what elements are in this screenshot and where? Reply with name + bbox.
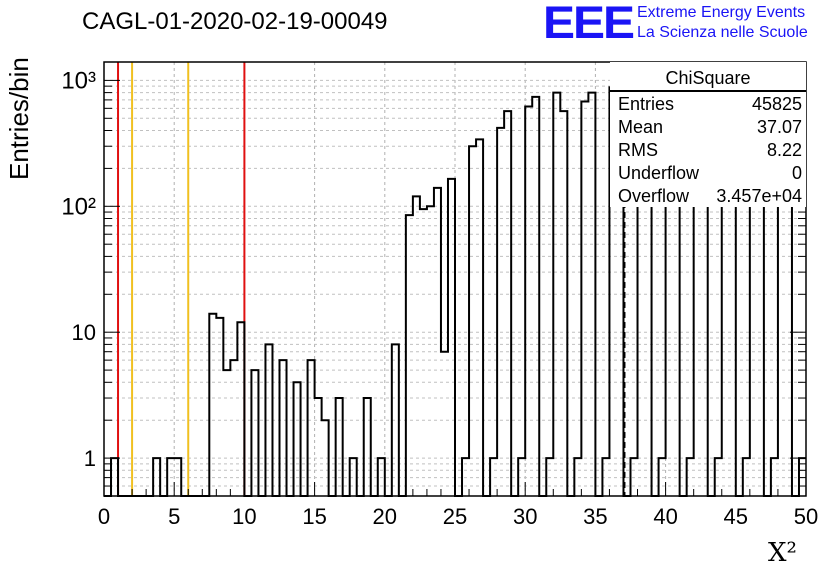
histogram-bin xyxy=(406,215,413,496)
x-tick-label: 10 xyxy=(232,504,256,529)
histogram-bin xyxy=(209,314,216,496)
logo-line-1: Extreme Energy Events xyxy=(637,4,806,21)
histogram-bin xyxy=(420,209,427,496)
x-tick-label: 50 xyxy=(794,504,818,529)
histogram-bin xyxy=(230,360,237,496)
stat-value: 3.457e+04 xyxy=(716,186,802,206)
x-tick-label: 0 xyxy=(98,504,110,529)
logo-line-2: La Scienza nelle Scuole xyxy=(637,24,808,41)
stats-separator xyxy=(610,90,806,92)
x-tick-label: 25 xyxy=(443,504,467,529)
histogram-bin xyxy=(308,360,315,496)
stat-label: Mean xyxy=(618,117,664,137)
histogram-bin xyxy=(441,352,448,496)
stat-value: 8.22 xyxy=(766,140,802,160)
y-tick-label: 1 xyxy=(84,446,96,471)
x-tick-label: 40 xyxy=(653,504,677,529)
reference-lines xyxy=(117,62,246,496)
y-tick-label: 10³ xyxy=(61,67,96,94)
histogram-bin xyxy=(525,107,532,496)
histogram-bin xyxy=(364,398,371,496)
stat-label: Overflow xyxy=(618,186,690,206)
stats-box: ChiSquare Entries 45825 Mean 37.07 RMS 8… xyxy=(610,62,806,207)
stats-title: ChiSquare xyxy=(665,68,751,88)
histogram-bin xyxy=(427,206,434,496)
histogram-bin xyxy=(581,101,588,496)
histogram-bin xyxy=(413,196,420,496)
histogram-bin xyxy=(532,97,539,496)
stat-value: 37.07 xyxy=(756,117,802,137)
x-tick-label: 30 xyxy=(513,504,537,529)
histogram-bin xyxy=(469,146,476,496)
stat-value: 0 xyxy=(791,163,802,183)
histogram-bin xyxy=(497,128,504,496)
x-tick-label: 35 xyxy=(583,504,607,529)
histogram-bin xyxy=(336,398,343,496)
histogram-bins xyxy=(104,69,806,497)
x-tick-label: 20 xyxy=(373,504,397,529)
x-tick-label: 45 xyxy=(724,504,748,529)
stat-label: Entries xyxy=(618,94,675,114)
x-tick-label: 15 xyxy=(302,504,326,529)
stat-label: RMS xyxy=(618,140,658,160)
histogram-bin xyxy=(280,360,287,496)
histogram-step-outline xyxy=(104,69,806,497)
stat-value: 45825 xyxy=(751,94,802,114)
histogram-bin xyxy=(476,139,483,496)
chart-title: CAGL-01-2020-02-19-00049 xyxy=(82,8,388,35)
histogram-bin xyxy=(315,398,322,496)
x-tick-label: 5 xyxy=(168,504,180,529)
eee-logo-icon: EEE xyxy=(543,0,635,49)
axis-tick-labels: 0 5 10 15 20 25 30 35 40 45 50 1 10 10² 10³ xyxy=(61,67,818,529)
y-tick-label: 10² xyxy=(61,193,96,220)
x-axis-label: X² xyxy=(768,538,797,568)
y-tick-label: 10 xyxy=(72,320,96,345)
stat-label: Underflow xyxy=(618,163,700,183)
y-axis-label: Entries/bin xyxy=(4,57,34,180)
axis-ticks xyxy=(103,79,807,497)
histogram-bin xyxy=(294,382,301,496)
histogram-bin xyxy=(448,179,455,496)
